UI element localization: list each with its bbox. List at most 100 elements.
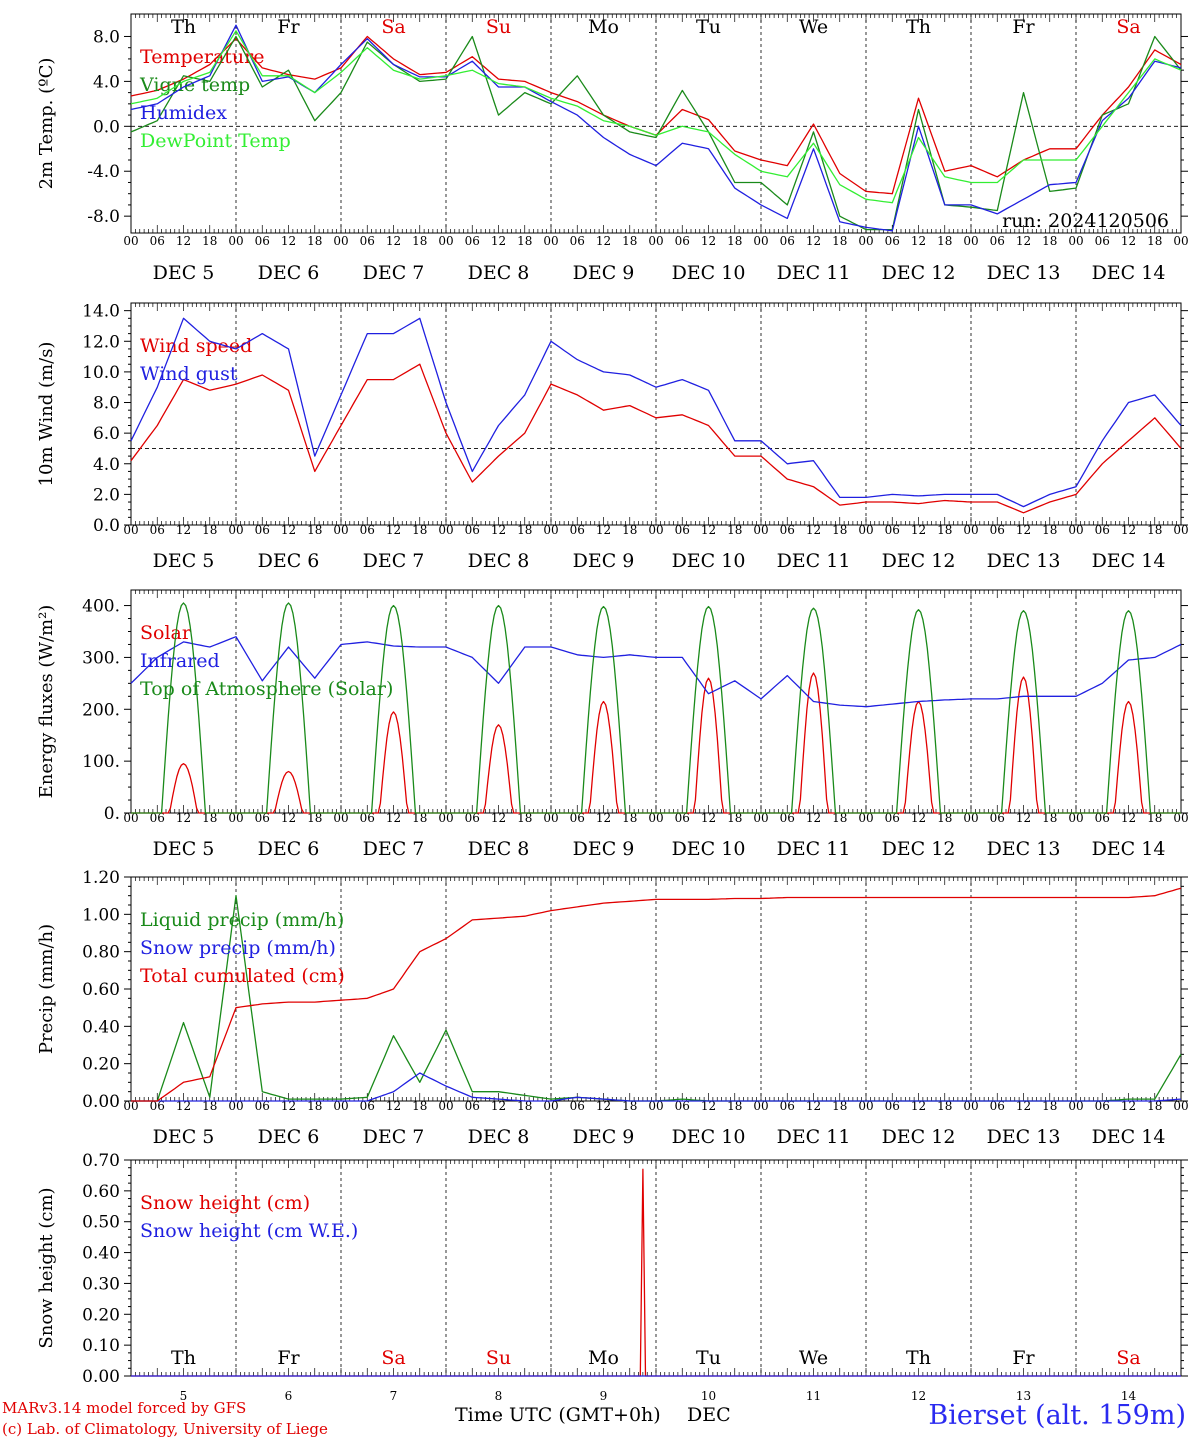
day-number-label: 6 [285, 1389, 293, 1403]
hour-tick-label: 12 [176, 1099, 191, 1113]
legend-entry: Solar [140, 622, 192, 644]
hour-tick-label: 18 [1042, 1099, 1057, 1113]
y-axis-title: 2m Temp. (ºC) [36, 58, 57, 190]
weekday-label: Fr [1012, 16, 1035, 38]
y-tick-label: 12.0 [82, 332, 120, 352]
hour-tick-label: 12 [806, 1099, 821, 1113]
hour-tick-label: 12 [1121, 234, 1136, 248]
hour-tick-label: 18 [1147, 811, 1162, 825]
hour-tick-label: 06 [570, 1099, 585, 1113]
hour-tick-label: 00 [858, 234, 873, 248]
legend-entry: DewPoint Temp [140, 130, 291, 152]
time-axis-label: Time UTC (GMT+0h) [455, 1404, 661, 1426]
date-label: DEC 9 [573, 550, 635, 572]
y-tick-label: 8.0 [93, 394, 120, 414]
weekday-label: Th [171, 1347, 196, 1369]
hour-tick-label: 00 [123, 234, 138, 248]
hour-tick-label: 18 [937, 1099, 952, 1113]
hour-tick-label: 18 [412, 811, 427, 825]
hour-tick-label: 12 [386, 523, 401, 537]
hour-tick-label: 12 [491, 523, 506, 537]
y-tick-label: 4.0 [93, 455, 120, 475]
hour-tick-label: 00 [753, 234, 768, 248]
hour-tick-label: 18 [412, 1099, 427, 1113]
weekday-label: Th [171, 16, 196, 38]
y-tick-label: 200. [82, 700, 120, 720]
series-line [130, 317, 1182, 508]
legend-entry: Snow height (cm W.E.) [140, 1220, 358, 1242]
hour-tick-label: 12 [1016, 811, 1031, 825]
hour-tick-label: 12 [386, 811, 401, 825]
hour-tick-label: 00 [123, 811, 138, 825]
run-annotation: run: 2024120506 [1002, 210, 1169, 232]
weekday-label: Fr [277, 1347, 300, 1369]
y-tick-label: 0.00 [82, 1367, 120, 1387]
y-tick-label: 8.0 [93, 27, 120, 47]
hour-tick-label: 12 [596, 234, 611, 248]
hour-tick-label: 18 [727, 1099, 742, 1113]
hour-tick-label: 12 [281, 1099, 296, 1113]
y-tick-label: 300. [82, 648, 120, 668]
hour-tick-label: 18 [832, 811, 847, 825]
date-label: DEC 11 [777, 550, 851, 572]
legend-entry: Humidex [140, 102, 227, 124]
y-tick-label: 2.0 [93, 485, 120, 505]
hour-tick-label: 12 [491, 234, 506, 248]
hour-tick-label: 00 [648, 1099, 663, 1113]
hour-tick-label: 00 [963, 523, 978, 537]
hour-tick-label: 06 [780, 811, 795, 825]
y-tick-label: 0.20 [82, 1305, 120, 1325]
hour-tick-label: 06 [465, 523, 480, 537]
chart-panel-2: 14.0 12.0 10.0 8.0 6.0 4.0 2.0 0.0 10m Wind (m/s… [36, 302, 1189, 572]
hour-tick-label: 18 [307, 811, 322, 825]
date-label: DEC 5 [153, 838, 215, 860]
hour-tick-label: 12 [806, 234, 821, 248]
hour-tick-label: 18 [727, 523, 742, 537]
hour-tick-label: 06 [360, 811, 375, 825]
chart-panel-5: 0.70 0.60 0.50 0.40 0.30 0.20 0.10 0.00 Snow hei… [36, 1151, 1188, 1403]
date-label: DEC 11 [777, 262, 851, 284]
weekday-label: Tu [696, 16, 721, 38]
y-tick-label: 0.80 [82, 943, 120, 963]
day-number-label: 14 [1121, 1389, 1137, 1403]
hour-tick-label: 06 [150, 234, 165, 248]
date-label: DEC 7 [363, 550, 425, 572]
weekday-label: Th [906, 16, 931, 38]
date-label: DEC 6 [258, 1126, 320, 1148]
y-tick-label: 10.0 [82, 363, 120, 383]
hour-tick-label: 06 [465, 1099, 480, 1113]
date-label: DEC 10 [672, 262, 746, 284]
y-axis-title: 10m Wind (m/s) [36, 342, 57, 487]
hour-tick-label: 06 [570, 523, 585, 537]
series-line [131, 887, 1182, 1102]
hour-tick-label: 18 [1147, 1099, 1162, 1113]
hour-tick-label: 18 [622, 811, 637, 825]
hour-tick-label: 06 [150, 523, 165, 537]
hour-tick-label: 18 [832, 523, 847, 537]
weekday-label: Sa [381, 16, 405, 38]
hour-tick-label: 06 [360, 1099, 375, 1113]
hour-tick-label: 00 [648, 811, 663, 825]
y-tick-label: 0.0 [93, 516, 120, 536]
weekday-label: Mo [588, 16, 619, 38]
date-label: DEC 12 [882, 1126, 956, 1148]
hour-tick-label: 12 [911, 1099, 926, 1113]
chart-panel-1: 8.0 4.0 0.0 -4.0 -8.0 2m Temp. (ºC) 00 06 12 18 00… [36, 13, 1189, 284]
hour-tick-label: 12 [596, 523, 611, 537]
hour-tick-label: 00 [543, 234, 558, 248]
series-line [131, 602, 1181, 814]
hour-tick-label: 00 [333, 811, 348, 825]
hour-tick-label: 12 [386, 1099, 401, 1113]
time-axis-month: DEC [687, 1404, 731, 1426]
day-number-label: 9 [600, 1389, 608, 1403]
hour-tick-label: 12 [1121, 1099, 1136, 1113]
date-label: DEC 6 [258, 838, 320, 860]
weekday-label: Sa [1116, 16, 1140, 38]
weekday-label: Fr [277, 16, 300, 38]
hour-tick-label: 18 [727, 234, 742, 248]
hour-tick-label: 12 [176, 523, 191, 537]
y-tick-label: 0.0 [93, 117, 120, 137]
hour-tick-label: 06 [885, 1099, 900, 1113]
day-number-label: 11 [806, 1389, 821, 1403]
date-label: DEC 11 [777, 1126, 851, 1148]
